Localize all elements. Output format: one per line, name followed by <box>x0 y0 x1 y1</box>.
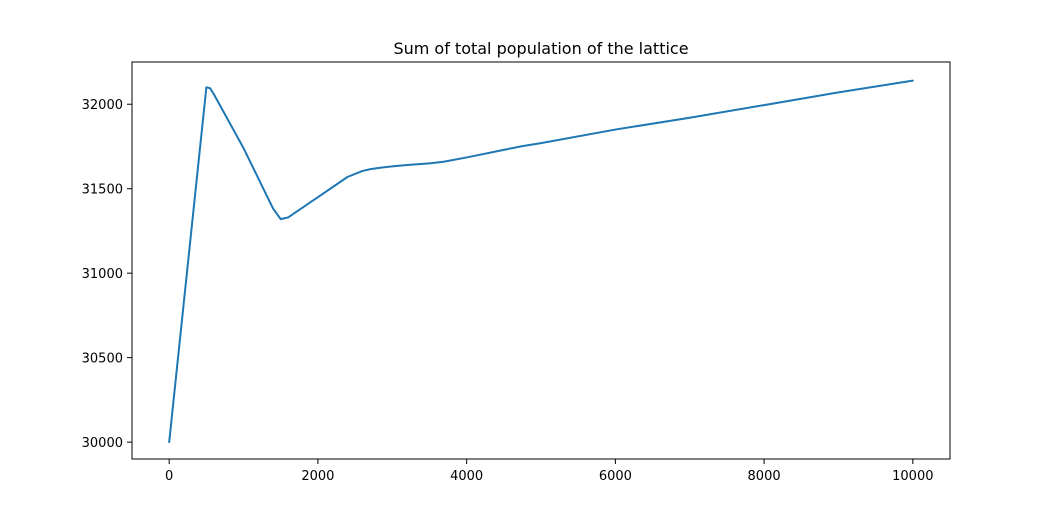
y-tick-label: 32000 <box>82 98 123 113</box>
series-line <box>168 79 914 444</box>
chart-title: Sum of total population of the lattice <box>393 39 688 58</box>
x-tick-label: 2000 <box>301 469 334 484</box>
x-tick-label: 0 <box>165 469 173 484</box>
axes: 0 2000 4000 6000 8000 10000 30000 30500 31000 315… <box>82 98 934 484</box>
y-tick-label: 31000 <box>82 267 123 282</box>
plot-area <box>168 79 914 444</box>
y-tick-label: 30000 <box>82 436 123 451</box>
x-tick-label: 10000 <box>892 469 933 484</box>
x-tick-label: 4000 <box>450 469 483 484</box>
y-tick-label: 31500 <box>82 183 123 198</box>
x-tick-label: 6000 <box>599 469 632 484</box>
plot-frame <box>131 61 951 460</box>
x-tick-label: 8000 <box>748 469 781 484</box>
y-tick-label: 30500 <box>82 352 123 367</box>
